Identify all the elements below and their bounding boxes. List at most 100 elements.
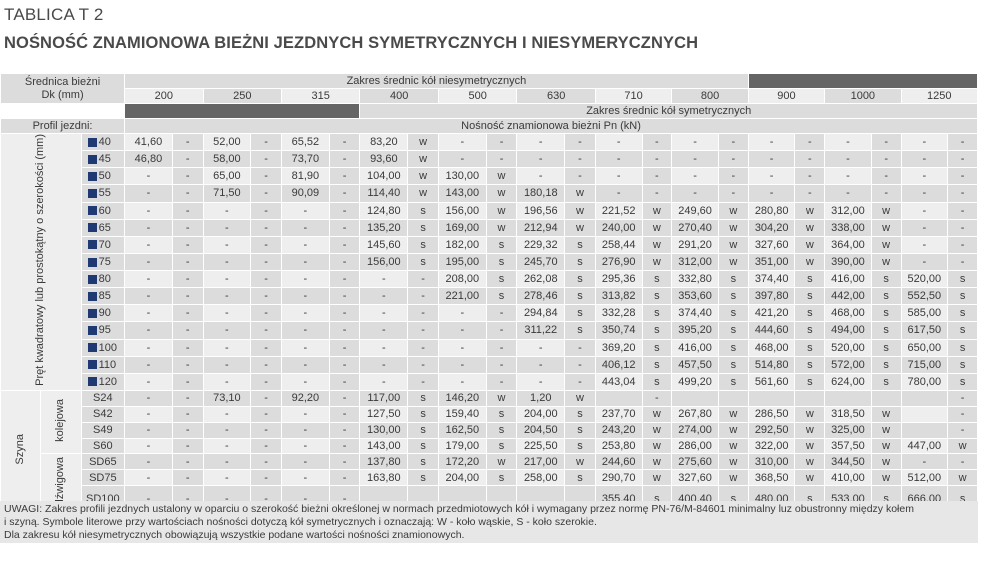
capacity-value-cell: - bbox=[202, 453, 252, 471]
capacity-value-cell: - bbox=[594, 184, 643, 203]
type-mark-cell: - bbox=[171, 389, 204, 407]
capacity-value-cell: - bbox=[124, 287, 173, 306]
capacity-value-cell: - bbox=[202, 218, 252, 237]
type-mark-cell: w bbox=[641, 469, 673, 487]
capacity-value-cell bbox=[747, 389, 796, 407]
capacity-value-cell: 444,60 bbox=[747, 321, 796, 340]
type-mark-cell: s bbox=[407, 421, 439, 439]
capacity-value-cell: - bbox=[124, 201, 173, 220]
railway-rail-label: kolejowa bbox=[54, 398, 67, 442]
type-mark-cell: s bbox=[870, 269, 902, 289]
type-mark-cell: s bbox=[947, 321, 978, 340]
type-mark-cell: w bbox=[641, 252, 673, 272]
capacity-value-cell: 41,60 bbox=[124, 132, 173, 152]
capacity-value-cell: 585,00 bbox=[900, 304, 949, 323]
profile-square-icon bbox=[87, 291, 97, 301]
type-mark-cell: - bbox=[407, 304, 439, 323]
capacity-value-cell: 332,28 bbox=[594, 304, 643, 323]
type-mark-cell: - bbox=[947, 389, 978, 407]
capacity-value-cell: 294,84 bbox=[516, 304, 566, 323]
type-mark-cell: - bbox=[870, 132, 902, 152]
type-mark-cell: w bbox=[485, 218, 518, 237]
capacity-value-cell: 1,20 bbox=[516, 389, 566, 407]
capacity-value-cell: - bbox=[516, 132, 566, 152]
crane-rail-label: dźwigowa bbox=[54, 456, 67, 505]
capacity-value-cell: 196,56 bbox=[516, 201, 566, 220]
type-mark-cell: - bbox=[171, 132, 204, 152]
type-mark-cell: w bbox=[641, 421, 673, 439]
capacity-value-cell: - bbox=[124, 421, 173, 439]
type-mark-cell: w bbox=[794, 235, 826, 254]
type-mark-cell: w bbox=[870, 405, 902, 423]
capacity-value-cell: - bbox=[437, 150, 487, 169]
profile-cell: S60 bbox=[80, 437, 126, 455]
type-mark-cell: w bbox=[717, 235, 749, 254]
type-mark-cell: w bbox=[947, 437, 978, 455]
capacity-value-cell: 267,80 bbox=[671, 405, 719, 423]
profile-label: 55 bbox=[98, 187, 111, 200]
capacity-value-cell: 137,80 bbox=[359, 453, 409, 471]
notes-box: UWAGI: Zakres profili jezdnych ustalony … bbox=[0, 501, 978, 543]
type-mark-cell: s bbox=[407, 201, 439, 220]
type-mark-cell: w bbox=[407, 184, 439, 203]
type-mark-cell: s bbox=[947, 355, 978, 374]
capacity-value-cell: - bbox=[124, 235, 173, 254]
type-mark-cell: - bbox=[250, 355, 282, 374]
capacity-value-cell: 312,00 bbox=[824, 201, 872, 220]
capacity-value-cell: 468,00 bbox=[747, 338, 796, 357]
capacity-value-cell: 159,40 bbox=[437, 405, 487, 423]
profile-square-icon bbox=[87, 223, 97, 233]
asymmetric-range-header: Zakres średnic kół niesymetrycznych bbox=[124, 73, 749, 89]
capacity-value-cell: - bbox=[824, 184, 872, 203]
profile-cell: 80 bbox=[80, 269, 126, 289]
capacity-value-cell: 156,00 bbox=[359, 252, 409, 272]
type-mark-cell: - bbox=[485, 304, 518, 323]
rail-group-label: Szyna bbox=[14, 433, 27, 465]
capacity-value-cell: 163,80 bbox=[359, 469, 409, 487]
type-mark-cell: - bbox=[794, 167, 826, 186]
capacity-value-cell: - bbox=[124, 453, 173, 471]
capacity-value-cell: - bbox=[516, 338, 566, 357]
capacity-value-cell: 276,90 bbox=[594, 252, 643, 272]
type-mark-cell: - bbox=[717, 150, 749, 169]
capacity-value-cell: 512,00 bbox=[900, 469, 949, 487]
profile-label: 50 bbox=[98, 170, 111, 183]
type-mark-cell: - bbox=[328, 338, 361, 357]
type-mark-cell: s bbox=[407, 252, 439, 272]
type-mark-cell: w bbox=[794, 252, 826, 272]
capacity-value-cell: 135,20 bbox=[359, 218, 409, 237]
type-mark-cell: - bbox=[171, 437, 204, 455]
capacity-value-cell: 416,00 bbox=[671, 338, 719, 357]
type-mark-cell: s bbox=[407, 437, 439, 455]
capacity-value-cell: 374,40 bbox=[671, 304, 719, 323]
profile-label: SD75 bbox=[89, 471, 117, 484]
type-mark-cell: s bbox=[407, 389, 439, 407]
profile-label: 40 bbox=[98, 136, 111, 149]
type-mark-cell: - bbox=[250, 150, 282, 169]
capacity-value-cell: 290,70 bbox=[594, 469, 643, 487]
type-mark-cell: w bbox=[485, 453, 518, 471]
type-mark-cell: - bbox=[641, 132, 673, 152]
capacity-value-cell: - bbox=[359, 338, 409, 357]
type-mark-cell: w bbox=[717, 437, 749, 455]
profile-square-icon bbox=[87, 360, 97, 370]
capacity-value-cell: 104,00 bbox=[359, 167, 409, 186]
capacity-value-cell: 262,08 bbox=[516, 269, 566, 289]
capacity-value-cell: 715,00 bbox=[900, 355, 949, 374]
type-mark-cell: - bbox=[250, 184, 282, 203]
profile-label: 85 bbox=[98, 290, 111, 303]
note-line: i szyną. Symbole literowe przy wartościa… bbox=[4, 516, 597, 528]
capacity-value-cell: 46,80 bbox=[124, 150, 173, 169]
capacity-value-cell: 179,00 bbox=[437, 437, 487, 455]
capacity-value-cell: - bbox=[202, 338, 252, 357]
type-mark-cell: - bbox=[641, 184, 673, 203]
type-mark-cell: - bbox=[328, 201, 361, 220]
type-mark-cell: w bbox=[794, 469, 826, 487]
type-mark-cell: - bbox=[641, 389, 673, 407]
rail-group: Szyna bbox=[0, 389, 42, 513]
capacity-value-cell: 520,00 bbox=[824, 338, 872, 357]
capacity-value-cell: 73,70 bbox=[281, 150, 330, 169]
profile-cell: 40 bbox=[80, 132, 126, 152]
capacity-value-cell: 83,20 bbox=[359, 132, 409, 152]
type-mark-cell: s bbox=[947, 269, 978, 289]
